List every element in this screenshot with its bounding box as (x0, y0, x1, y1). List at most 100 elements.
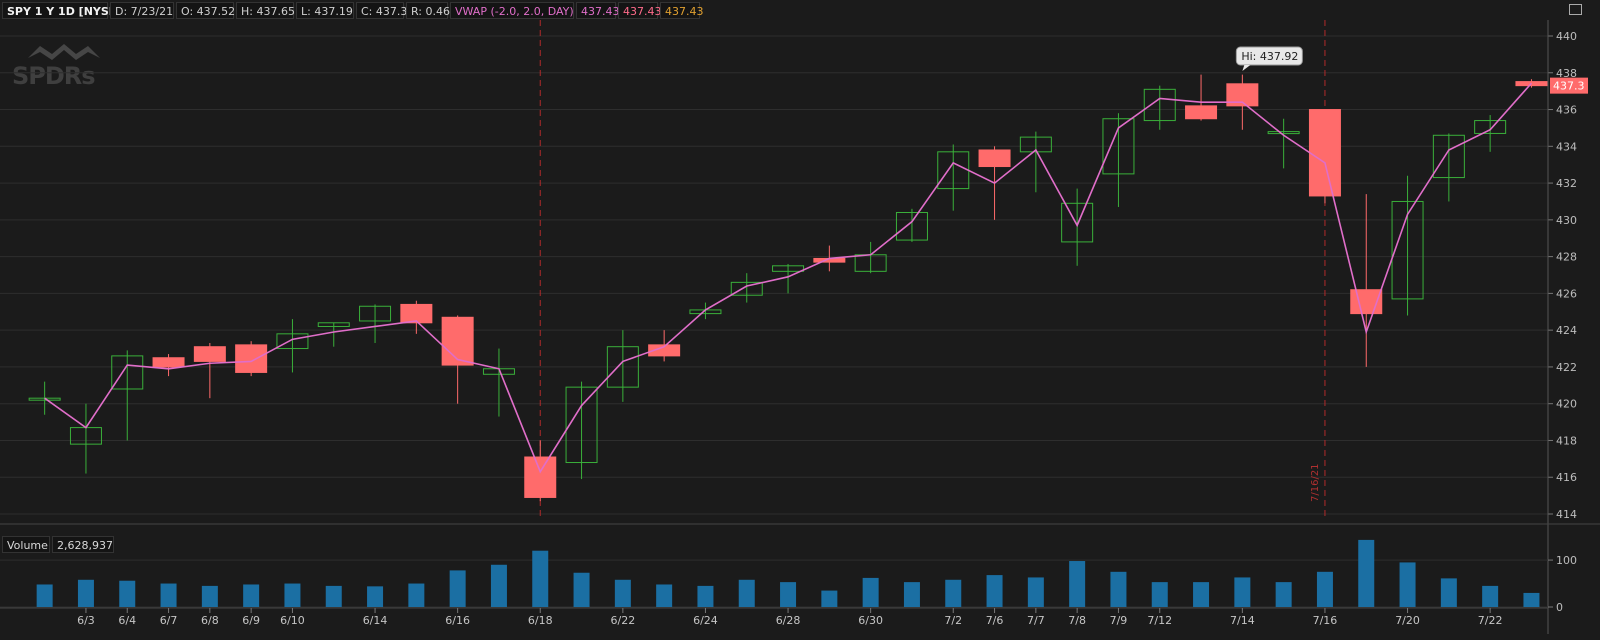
x-tick-label: 7/7 (1027, 614, 1045, 627)
high-annotation-box (1235, 46, 1303, 66)
open-readout: O: 437.52 (176, 2, 235, 19)
symbol-label[interactable]: SPY 1 Y 1D [NYSE] (2, 2, 121, 19)
candle-body (235, 344, 268, 373)
candle-body (400, 303, 433, 324)
candle-body (359, 305, 392, 322)
volume-bars (36, 539, 1540, 607)
candle-body (1432, 134, 1465, 179)
volume-bar (367, 586, 384, 607)
volume-bar (201, 585, 218, 607)
x-tick-label: 7/14 (1230, 614, 1255, 627)
y-tick-label: 440 (1556, 30, 1577, 43)
x-tick-label: 6/16 (445, 614, 470, 627)
x-tick-label: 7/8 (1068, 614, 1086, 627)
candle-body (772, 265, 805, 272)
y-tick-label: 432 (1556, 177, 1577, 190)
vwap-series (44, 82, 1533, 474)
volume-tick-label: 100 (1556, 554, 1577, 567)
volume-bar (1523, 592, 1540, 607)
volume-bar (986, 575, 1003, 607)
volume-bar (243, 584, 260, 607)
volume-bar (1027, 577, 1044, 607)
x-tick-label: 6/7 (160, 614, 178, 627)
vwap-value-1: 437.43 (576, 2, 620, 19)
volume-bar (1316, 571, 1333, 607)
x-tick-label: 6/9 (242, 614, 260, 627)
x-tick-label: 7/9 (1110, 614, 1128, 627)
volume-bar (1275, 582, 1292, 607)
x-tick-label: 7/12 (1147, 614, 1172, 627)
volume-bar (284, 583, 301, 607)
volume-bar (160, 583, 177, 607)
x-tick-label: 7/6 (986, 614, 1004, 627)
candle-body (441, 316, 474, 366)
candle-body (978, 149, 1011, 168)
y-tick-label: 422 (1556, 361, 1577, 374)
y-tick-label: 436 (1556, 104, 1577, 117)
volume-bar (780, 582, 797, 607)
y-tick-label: 424 (1556, 324, 1577, 337)
volume-bar (1399, 562, 1416, 607)
y-tick-label: 428 (1556, 251, 1577, 264)
volume-bar (821, 590, 838, 607)
x-tick-label: 6/30 (858, 614, 883, 627)
volume-bar (77, 579, 94, 607)
x-tick-label: 6/18 (528, 614, 553, 627)
y-tick-label: 418 (1556, 434, 1577, 447)
vwap-value-3: 437.43 (660, 2, 704, 19)
x-tick-label: 7/22 (1478, 614, 1503, 627)
candle-body (152, 357, 185, 368)
x-tick-label: 6/10 (280, 614, 305, 627)
volume-bar (573, 572, 590, 607)
y-tick-label: 430 (1556, 214, 1577, 227)
x-tick-label: 6/4 (118, 614, 136, 627)
logo-text: SPDRs (12, 62, 95, 90)
candle-body (1391, 200, 1424, 300)
volume-bar (862, 577, 879, 607)
high-annotation-pointer (1242, 65, 1251, 71)
maximize-icon[interactable] (1569, 4, 1582, 15)
candle-body (317, 322, 350, 327)
event-marker-label: 7/16/21 (1310, 463, 1321, 502)
volume-bar (903, 582, 920, 607)
x-tick-label: 7/16 (1313, 614, 1338, 627)
price-axis: 414 416 418 420 422 424 426 428 430 432 434 436 438 4… (1547, 20, 1577, 634)
candle-body (524, 456, 557, 498)
last-price-box (1550, 77, 1588, 94)
volume-tick-label: 0 (1556, 601, 1563, 614)
range-readout: R: 0.46 (406, 2, 450, 19)
date-axis: 6/3 6/4 6/7 6/8 6/9 6/10 6/14 6/16 6/18 6/22 6/24 6… (0, 607, 1548, 627)
volume-bar (325, 585, 342, 607)
x-tick-label: 6/28 (776, 614, 801, 627)
candle-body (111, 355, 144, 390)
candle-body (565, 386, 598, 464)
vertical-markers: 7/16/21 (539, 20, 1326, 516)
candle-body (1267, 131, 1300, 135)
spdr-logo: SPDRs (12, 44, 100, 90)
volume-bar (697, 585, 714, 607)
volume-bar (1234, 577, 1251, 607)
y-tick-label: 426 (1556, 287, 1577, 300)
last-price-label: 437.3 (1553, 80, 1585, 93)
volume-bar (1069, 561, 1086, 607)
y-tick-label: 438 (1556, 67, 1577, 80)
candle-body (193, 346, 226, 362)
candle-body (730, 281, 763, 296)
volume-bar (449, 570, 466, 607)
high-readout: H: 437.65 (236, 2, 295, 19)
y-tick-label: 416 (1556, 471, 1577, 484)
volume-bar (532, 550, 549, 607)
close-readout: C: 437.3 (356, 2, 407, 19)
vwap-study-label[interactable]: VWAP (-2.0, 2.0, DAY) (450, 2, 574, 19)
candle-body (1102, 118, 1135, 175)
candle-body (1474, 120, 1507, 134)
volume-bar (1358, 539, 1375, 607)
vwap-line (44, 82, 1533, 474)
volume-panel-label: Volume (2, 536, 50, 553)
low-readout: L: 437.19 (296, 2, 354, 19)
x-tick-label: 6/14 (363, 614, 388, 627)
candle-body (606, 346, 639, 388)
candle-body (1308, 109, 1341, 197)
